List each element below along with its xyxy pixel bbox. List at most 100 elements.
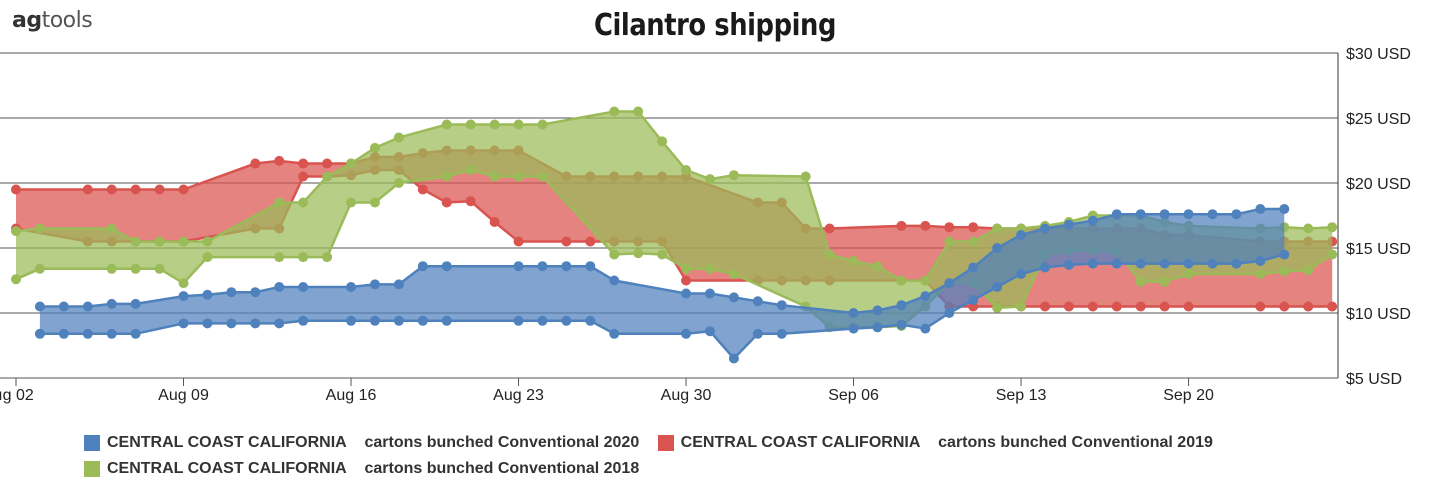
data-point	[920, 275, 931, 286]
data-point	[728, 269, 739, 279]
legend-item-2019[interactable]: CENTRAL COAST CALIFORNIA cartons bunched…	[657, 432, 1213, 454]
data-point	[417, 184, 428, 195]
data-point	[1231, 258, 1242, 269]
legend-item-2020[interactable]: CENTRAL COAST CALIFORNIA cartons bunched…	[84, 432, 639, 454]
data-point	[441, 197, 452, 208]
data-point	[992, 223, 1003, 234]
data-point	[1111, 258, 1122, 269]
data-point	[202, 318, 213, 329]
y-tick-label: $15 USD	[1346, 241, 1411, 258]
data-point	[824, 223, 835, 234]
data-point	[681, 263, 692, 274]
data-point	[393, 279, 404, 290]
data-point	[393, 132, 404, 143]
data-point	[704, 174, 715, 185]
data-point	[130, 328, 141, 339]
legend-label-2018-region: CENTRAL COAST CALIFORNIA	[107, 460, 347, 477]
data-point	[11, 274, 21, 285]
data-point	[1327, 249, 1338, 260]
data-point	[489, 171, 500, 182]
data-point	[11, 184, 21, 195]
data-point	[298, 158, 309, 169]
x-tick-label: Aug 16	[326, 387, 377, 404]
data-point	[154, 236, 165, 247]
data-point	[1207, 209, 1218, 220]
data-point	[968, 262, 979, 273]
data-point	[561, 315, 572, 326]
data-point	[130, 298, 141, 309]
data-point	[848, 323, 859, 334]
data-point	[609, 275, 620, 286]
data-point	[130, 184, 141, 195]
data-point	[106, 263, 117, 274]
data-point	[968, 222, 979, 233]
data-point	[633, 248, 644, 259]
data-point	[633, 106, 644, 117]
data-point	[776, 300, 787, 311]
data-point	[561, 261, 572, 272]
data-point	[1016, 269, 1027, 279]
data-point	[920, 323, 931, 334]
data-point	[944, 236, 955, 247]
data-point	[896, 275, 907, 286]
legend-item-2018[interactable]: CENTRAL COAST CALIFORNIA cartons bunched…	[84, 458, 639, 480]
data-point	[800, 171, 811, 182]
chart-title: Cilantro shipping	[593, 8, 837, 43]
chart-legend: CENTRAL COAST CALIFORNIA cartons bunched…	[84, 432, 1384, 484]
data-point	[226, 318, 237, 329]
data-point	[178, 236, 189, 247]
data-point	[369, 197, 380, 208]
data-point	[250, 158, 261, 169]
data-point	[82, 184, 93, 195]
data-point	[872, 305, 883, 316]
data-point	[1063, 301, 1074, 312]
data-point	[465, 196, 476, 207]
legend-label-2018-product: cartons bunched Conventional 2018	[364, 460, 640, 477]
data-point	[585, 315, 596, 326]
data-point	[417, 261, 428, 272]
data-point	[1255, 204, 1266, 214]
data-point	[298, 197, 309, 208]
data-point	[513, 315, 524, 326]
data-point	[585, 261, 596, 272]
data-point	[537, 315, 548, 326]
data-point	[1087, 258, 1098, 269]
data-point	[1183, 209, 1194, 220]
data-point	[322, 171, 333, 182]
series-area-2	[39, 209, 1285, 359]
data-point	[202, 289, 213, 300]
data-point	[872, 322, 883, 333]
data-point	[992, 243, 1003, 253]
data-point	[393, 315, 404, 326]
data-point	[465, 165, 476, 175]
data-point	[1255, 301, 1266, 312]
x-tick-label: Sep 20	[1163, 387, 1214, 404]
data-point	[1087, 215, 1098, 226]
x-tick-label: Aug 30	[661, 387, 712, 404]
data-point	[298, 171, 309, 182]
chart-plot-area: $5 USD $10 USD $15 USD $20 USD $25 USD $30 US…	[0, 46, 1411, 404]
data-point	[441, 171, 452, 182]
data-point	[346, 158, 357, 169]
data-point	[58, 328, 69, 339]
data-point	[34, 301, 45, 312]
data-point	[1183, 258, 1194, 269]
data-point	[1231, 209, 1242, 220]
data-point	[1135, 258, 1146, 269]
data-point	[34, 328, 45, 339]
data-point	[992, 282, 1003, 292]
data-point	[537, 119, 548, 130]
data-point	[1303, 265, 1314, 276]
data-point	[585, 236, 596, 247]
data-point	[1016, 301, 1027, 312]
data-point	[513, 119, 524, 130]
legend-label-2019-region: CENTRAL COAST CALIFORNIA	[680, 434, 921, 451]
data-point	[322, 158, 333, 169]
data-point	[944, 278, 955, 289]
data-point	[1135, 301, 1146, 312]
data-point	[704, 326, 715, 337]
data-point	[106, 298, 117, 309]
data-point	[609, 328, 620, 339]
x-tick-label: Sep 06	[828, 387, 879, 404]
data-point	[992, 302, 1003, 313]
